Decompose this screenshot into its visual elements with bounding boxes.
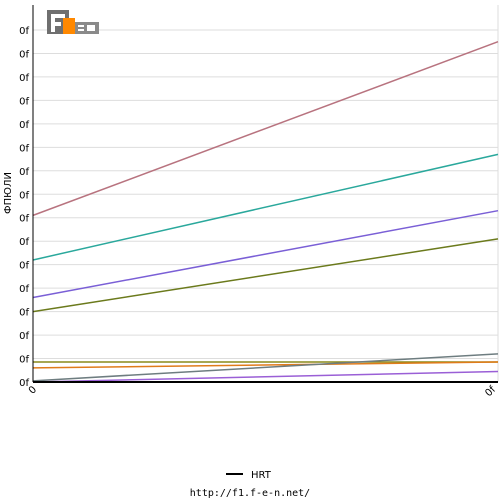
series-line-1 [32,153,499,261]
series-line-6 [32,353,499,382]
y-tick-label: 0f [19,49,29,60]
y-tick-labels: 0f 0f 0f 0f 0f 0f 0f 0f 0f 0f 0f 0f 0f 0f 0f 0f [19,26,29,389]
y-tick-label: 0f [19,120,29,131]
x-tick-label: 0 [27,384,39,396]
series-line-0 [32,41,499,217]
y-tick-label: 0f [19,143,29,154]
footer-url: http://f1.f-e-n.net/ [190,488,310,499]
y-tick-label: 0f [19,26,29,37]
y-tick-label: 0f [19,190,29,201]
y-tick-label: 0f [19,96,29,107]
f1en-logo [47,10,99,34]
gridlines [33,5,499,383]
y-tick-label: 0f [19,284,29,295]
legend-label-hrt: HRT [251,470,272,481]
y-tick-label: 0f [19,214,29,225]
legend: HRT [226,470,272,481]
y-axis-title: ФПЮЛИ [3,172,14,214]
y-tick-label: 0f [19,308,29,319]
x-tick-labels: 0 0f [27,384,499,399]
y-tick-label: 0f [19,378,29,389]
y-tick-label: 0f [19,73,29,84]
series-line-5 [32,361,499,369]
series-line-2 [32,209,499,299]
y-tick-label: 0f [19,167,29,178]
y-tick-label: 0f [19,261,29,272]
y-tick-label: 0f [19,331,29,342]
series-line-3 [32,238,499,313]
y-tick-label: 0f [19,355,29,366]
y-tick-label: 0f [19,237,29,248]
series-line-7 [32,370,499,383]
x-tick-label: 0f [483,384,498,399]
series-lines [32,41,499,383]
